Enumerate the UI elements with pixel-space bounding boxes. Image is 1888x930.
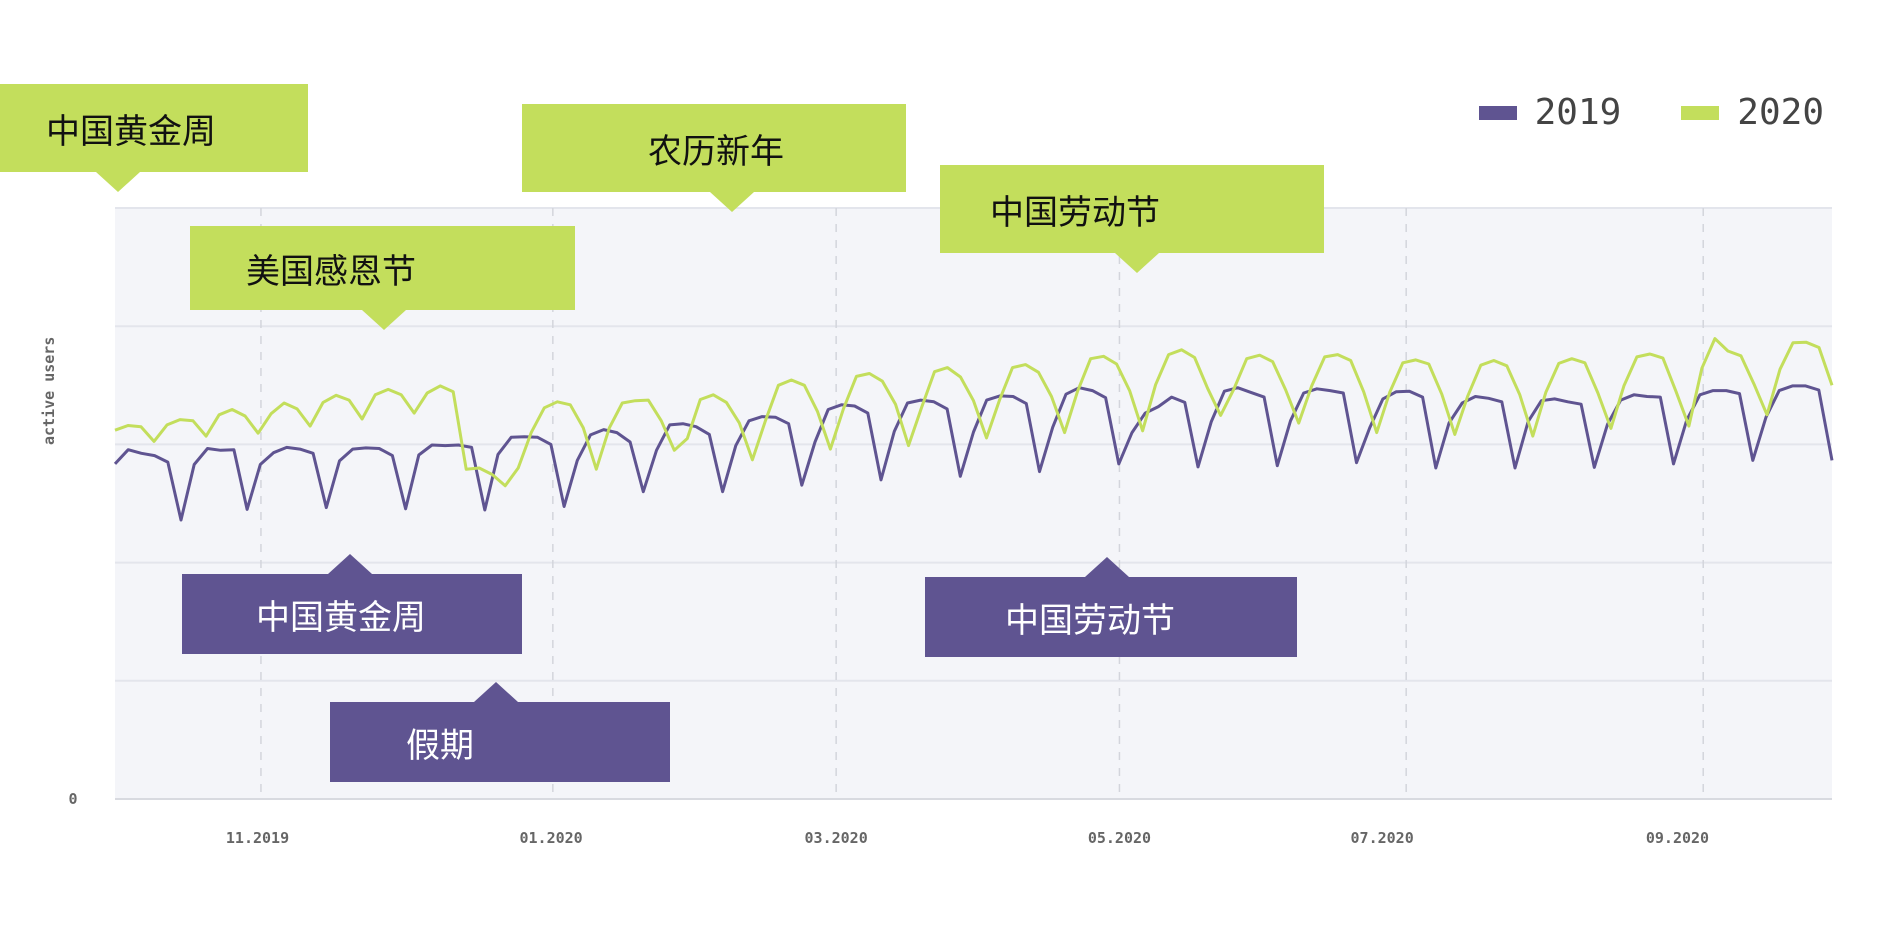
x-tick-labels: 11.2019 01.2020 03.2020 05.2020 07.2020 09.20… (226, 829, 1709, 847)
series-line-2020 (114, 337, 1834, 488)
callout-golden-week-2020: 中国黄金周 (0, 84, 308, 192)
callout-label: 农历新年 (648, 131, 784, 172)
legend-swatch-2019 (1478, 105, 1517, 120)
callout-label: 中国劳动节 (990, 192, 1160, 233)
legend-label-2020: 2020 (1737, 92, 1824, 133)
callout-pointer (710, 192, 754, 212)
y-axis-label: active users (40, 336, 58, 445)
callout-pointer (96, 172, 140, 192)
callout-label: 假期 (406, 725, 474, 766)
series-line-2019 (113, 384, 1834, 522)
callout-pointer (362, 310, 406, 330)
callout-pointer (1085, 557, 1129, 577)
x-tick-label: 03.2020 (805, 829, 868, 847)
y-tick-0: 0 (68, 790, 77, 808)
callout-golden-week-2019: 中国黄金周 (182, 554, 522, 654)
callout-labor-day-2020: 中国劳动节 (940, 165, 1324, 273)
callout-label: 中国劳动节 (1005, 600, 1175, 641)
x-tick-label: 05.2020 (1088, 829, 1151, 847)
callout-labor-day-2019: 中国劳动节 (925, 557, 1297, 657)
callout-label: 美国感恩节 (246, 251, 416, 292)
callout-label: 中国黄金周 (256, 597, 426, 638)
callout-pointer (1115, 253, 1159, 273)
callout-pointer (328, 554, 372, 574)
legend-item-2019: 2019 (1478, 92, 1622, 133)
x-tick-label: 09.2020 (1646, 829, 1709, 847)
callout-label: 中国黄金周 (46, 111, 216, 152)
x-tick-label: 01.2020 (520, 829, 583, 847)
callout-holiday: 假期 (330, 682, 670, 782)
legend-item-2020: 2020 (1681, 92, 1824, 133)
callout-lunar-new-year: 农历新年 (522, 104, 906, 212)
x-tick-label: 11.2019 (226, 829, 289, 847)
callout-thanksgiving: 美国感恩节 (190, 226, 575, 330)
legend-swatch-2020 (1681, 105, 1720, 120)
x-tick-label: 07.2020 (1351, 829, 1414, 847)
callout-pointer (474, 682, 518, 702)
grid (115, 207, 1832, 800)
series-group (113, 337, 1834, 522)
legend-label-2019: 2019 (1534, 92, 1622, 133)
legend: 2019 2020 (1419, 92, 1824, 133)
